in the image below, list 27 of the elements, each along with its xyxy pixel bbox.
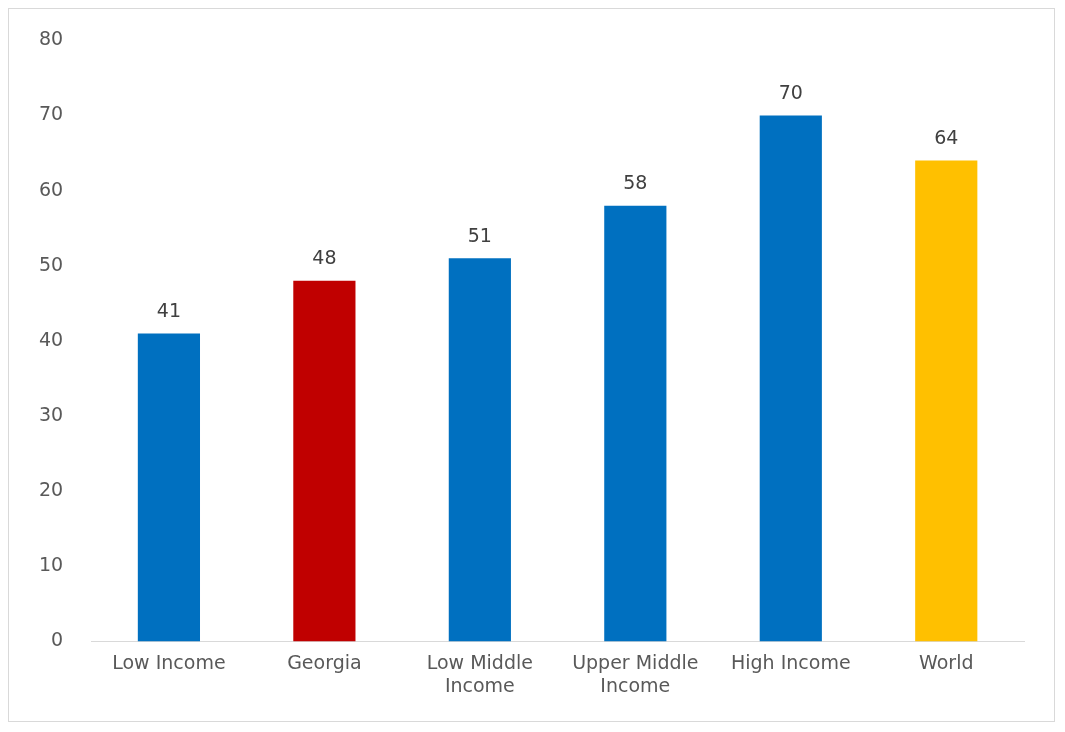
y-tick-label: 0 [51,628,64,651]
y-tick-label: 80 [38,27,64,50]
y-tick-label: 70 [38,102,64,125]
y-tick-label: 50 [38,252,64,275]
data-label: 70 [778,80,803,103]
x-tick-label: Low Income [112,650,226,673]
y-tick-label: 10 [38,553,64,576]
y-tick-label: 30 [38,402,64,425]
bar [604,205,667,642]
x-tick-label: Georgia [287,650,362,673]
y-tick-label: 40 [38,327,64,350]
bar [759,115,822,642]
x-tick-label: Upper Middle Income [572,650,699,696]
x-tick-label: World [919,650,974,673]
data-label: 41 [156,298,182,321]
data-label: 64 [934,126,959,149]
bar [137,333,201,642]
data-label: 58 [623,171,648,194]
x-tick-label: High Income [730,650,851,673]
y-tick-label: 20 [38,478,64,501]
data-label: 51 [467,223,492,246]
x-tick-label: Low Middle Income [426,650,533,696]
bar [915,160,978,642]
data-label: 48 [312,246,337,269]
y-tick-label: 60 [38,177,64,200]
bar [448,258,511,642]
bar [293,280,356,642]
